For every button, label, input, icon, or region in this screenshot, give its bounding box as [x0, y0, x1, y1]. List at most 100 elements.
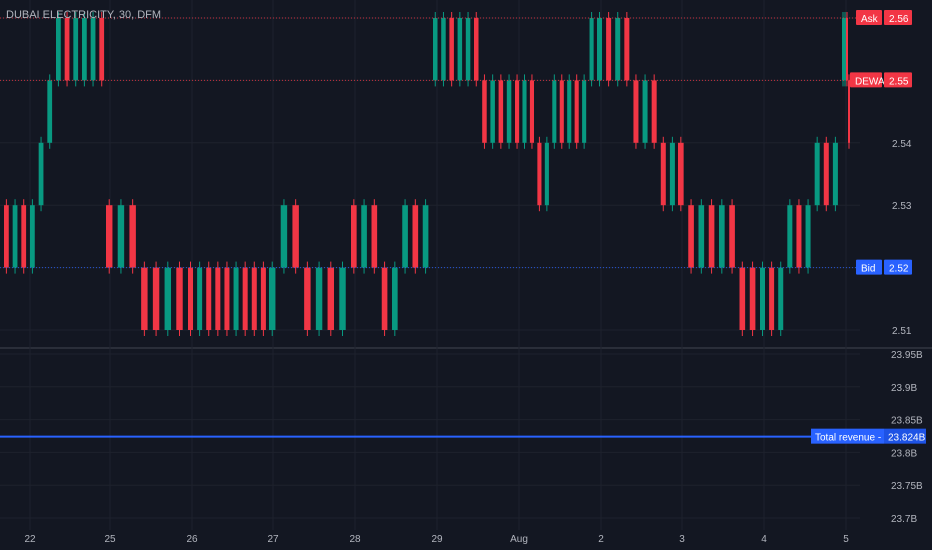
candle-body[interactable] — [760, 267, 766, 330]
candle-body[interactable] — [64, 18, 70, 81]
pane-separator[interactable] — [0, 347, 932, 349]
candle-body[interactable] — [846, 18, 848, 81]
candle-body[interactable] — [327, 267, 335, 330]
candle-body[interactable] — [805, 205, 811, 268]
candle-body[interactable] — [633, 80, 639, 143]
candle-body[interactable] — [823, 142, 829, 206]
candle-body[interactable] — [615, 18, 621, 81]
candle-body[interactable] — [269, 267, 276, 330]
candle-body[interactable] — [315, 267, 323, 330]
candle-body[interactable] — [197, 267, 203, 330]
candle-body[interactable] — [304, 267, 311, 330]
candle-body[interactable] — [260, 267, 266, 330]
candle-body[interactable] — [361, 205, 367, 268]
time-tick-label: 26 — [186, 534, 198, 545]
candle-body[interactable] — [559, 80, 564, 143]
candle-body[interactable] — [465, 18, 471, 81]
candle-body[interactable] — [589, 18, 594, 81]
candle-body[interactable] — [678, 142, 684, 206]
candle-body[interactable] — [529, 80, 535, 143]
candle-body[interactable] — [844, 18, 846, 81]
candle-body[interactable] — [739, 267, 746, 330]
candle-body[interactable] — [515, 80, 520, 143]
candle-body[interactable] — [242, 267, 248, 330]
candle-body[interactable] — [729, 205, 735, 268]
candle-body[interactable] — [698, 205, 705, 268]
candle-body[interactable] — [56, 18, 61, 81]
candle-body[interactable] — [292, 205, 299, 268]
candle-body[interactable] — [433, 18, 438, 81]
candle-body[interactable] — [141, 267, 148, 330]
candle-body[interactable] — [164, 267, 172, 330]
candle-body[interactable] — [490, 80, 495, 143]
candle-body[interactable] — [522, 80, 527, 143]
candle-body[interactable] — [537, 142, 542, 206]
candle-body[interactable] — [117, 205, 125, 268]
candle-body[interactable] — [787, 205, 793, 268]
candle-body[interactable] — [371, 205, 378, 268]
candle-body[interactable] — [688, 205, 694, 268]
candle-body[interactable] — [842, 18, 844, 81]
candle-body[interactable] — [215, 267, 221, 330]
candle-body[interactable] — [233, 267, 239, 330]
revenue-tick-label: 23.9B — [891, 383, 917, 394]
candle-body[interactable] — [280, 205, 288, 268]
candle-body[interactable] — [21, 205, 27, 268]
candle-body[interactable] — [412, 205, 419, 268]
candle-body[interactable] — [381, 267, 388, 330]
candle-body[interactable] — [474, 18, 479, 81]
candle-body[interactable] — [251, 267, 257, 330]
candle-body[interactable] — [796, 205, 802, 268]
time-tick-label: 22 — [24, 534, 36, 545]
candle-body[interactable] — [567, 80, 572, 143]
candle-body[interactable] — [544, 142, 549, 206]
candle-body[interactable] — [152, 267, 160, 330]
candle-body[interactable] — [73, 18, 79, 81]
candle-body[interactable] — [12, 205, 18, 268]
candle-body[interactable] — [392, 267, 398, 330]
candle-body[interactable] — [351, 205, 357, 268]
candle-body[interactable] — [90, 18, 96, 81]
candle-body[interactable] — [449, 18, 454, 81]
candle-body[interactable] — [498, 80, 504, 143]
candle-body[interactable] — [552, 80, 557, 143]
candle-body[interactable] — [624, 18, 630, 81]
candle-body[interactable] — [176, 267, 183, 330]
candle-body[interactable] — [38, 142, 44, 206]
candle-body[interactable] — [402, 205, 408, 268]
candle-body[interactable] — [224, 267, 230, 330]
candle-body[interactable] — [574, 80, 579, 143]
candle-body[interactable] — [749, 267, 756, 330]
candle-body[interactable] — [106, 205, 113, 268]
candle-body[interactable] — [4, 205, 9, 268]
candle-body[interactable] — [99, 18, 105, 81]
candle-body[interactable] — [206, 267, 212, 330]
candle-body[interactable] — [719, 205, 725, 268]
candle-body[interactable] — [848, 80, 850, 143]
candle-body[interactable] — [339, 267, 346, 330]
candle-body[interactable] — [651, 80, 657, 143]
candle-body[interactable] — [669, 142, 675, 206]
candle-body[interactable] — [82, 18, 87, 81]
candle-body[interactable] — [778, 267, 784, 330]
candle-body[interactable] — [769, 267, 775, 330]
candle-body[interactable] — [660, 142, 666, 206]
candle-body[interactable] — [506, 80, 512, 143]
candle-body[interactable] — [597, 18, 603, 81]
candle-body[interactable] — [441, 18, 446, 81]
candle-body[interactable] — [30, 205, 35, 268]
candle-body[interactable] — [422, 205, 429, 268]
candle-body[interactable] — [482, 80, 487, 143]
candle-body[interactable] — [188, 267, 194, 330]
candle-body[interactable] — [129, 205, 136, 268]
candle-body[interactable] — [832, 142, 838, 206]
candle-body[interactable] — [457, 18, 463, 81]
candle-body[interactable] — [814, 142, 820, 206]
candle-body[interactable] — [582, 80, 587, 143]
candle-body[interactable] — [606, 18, 612, 81]
candle-body[interactable] — [47, 80, 53, 143]
candle-body[interactable] — [642, 80, 648, 143]
candle-body[interactable] — [708, 205, 715, 268]
